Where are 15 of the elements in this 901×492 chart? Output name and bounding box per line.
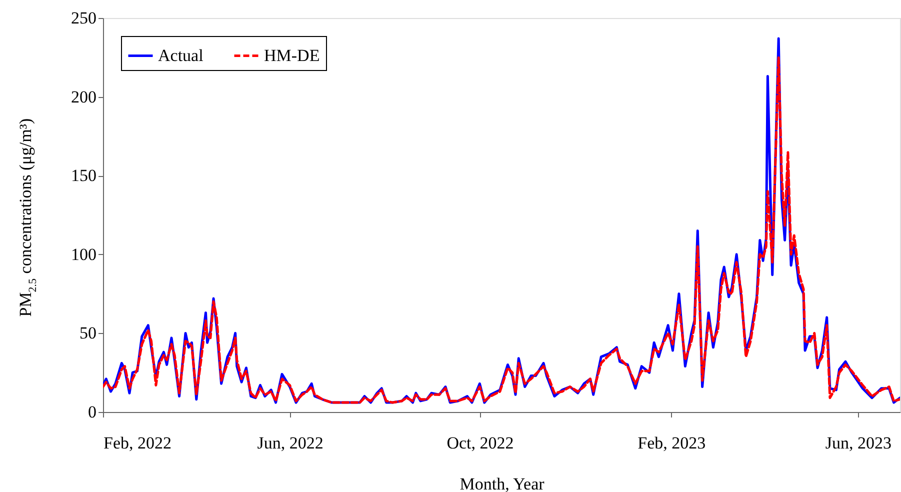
legend-label: HM-DE	[264, 46, 320, 65]
legend-label: Actual	[158, 46, 204, 65]
y-tick-label: 0	[88, 402, 96, 422]
x-tick-label: Oct, 2022	[446, 434, 514, 452]
x-tick-label: Feb, 2022	[104, 434, 172, 452]
y-tick-label: 200	[71, 87, 96, 106]
x-tick-label: Feb, 2023	[638, 434, 706, 452]
x-axis-title: Month, Year	[460, 474, 545, 492]
y-tick-label: 150	[71, 166, 96, 186]
y-tick-label: 50	[80, 324, 96, 343]
y-tick-label: 100	[71, 244, 96, 264]
x-tick-label: Jun, 2022	[257, 434, 324, 452]
y-axis-title: PM2.5 concentrations (μg/m³)	[16, 118, 39, 317]
x-tick-label: Jun, 2023	[825, 434, 892, 452]
y-tick-label: 250	[71, 8, 96, 28]
